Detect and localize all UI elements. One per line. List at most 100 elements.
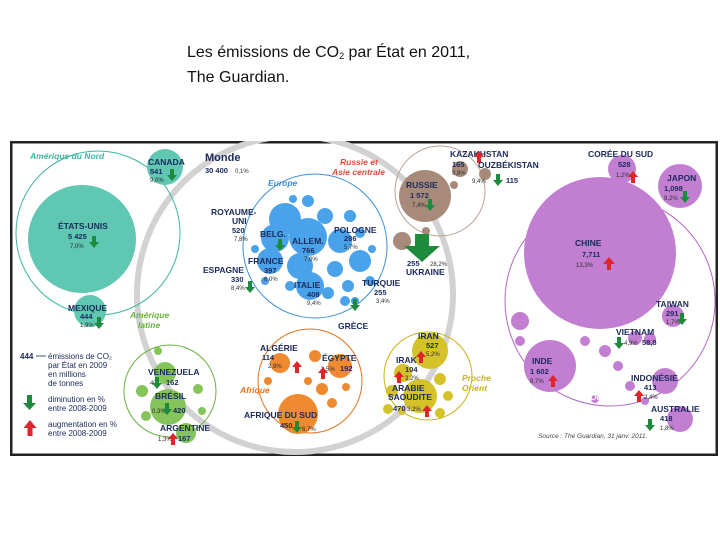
saudi-bubble xyxy=(403,379,437,413)
label-uk: ROYAUME- xyxy=(211,207,257,217)
russia-bubble xyxy=(399,170,451,222)
arrow-down-australia xyxy=(645,419,655,431)
value-iraq: 104 xyxy=(405,365,418,374)
legend-line-4: de tonnes xyxy=(48,379,83,388)
legend-line-3: en millions xyxy=(48,370,86,379)
label-russia: RUSSIE xyxy=(406,180,438,190)
pct-russia: 7,4% xyxy=(412,203,426,209)
pct-uzbekistan: 9,4% xyxy=(472,179,486,185)
label-australia: AUSTRALIE xyxy=(651,404,700,414)
indonesia-bubble xyxy=(652,368,678,394)
label-iraq: IRAK xyxy=(396,355,418,365)
south-africa-bubble xyxy=(278,394,318,434)
label-vietnam: VIETNAM xyxy=(616,327,654,337)
japan-bubble xyxy=(658,164,702,208)
value-india: 1 602 xyxy=(530,367,549,376)
caption-line-2: The Guardian. xyxy=(187,69,290,86)
arrow-up-algeria xyxy=(292,361,302,373)
arrow-down-south-africa xyxy=(292,421,302,433)
label-brazil: BRÉSIL xyxy=(155,391,186,401)
kazakhstan-bubble xyxy=(452,161,468,177)
region-north-america: Amérique du Nord xyxy=(29,151,105,161)
pct-south-korea: 1,2% xyxy=(616,173,630,179)
pct-iraq: 3,2% xyxy=(405,376,419,382)
small-russia-bubble-3 xyxy=(422,227,430,235)
label-japan: JAPON xyxy=(667,173,696,183)
value-saudi: 470 xyxy=(393,404,406,413)
value-russia: 1 572 xyxy=(410,191,429,200)
value-canada: 541 xyxy=(150,167,163,176)
pct-china: 13,3% xyxy=(576,263,594,269)
legend-arrow-up-icon xyxy=(23,420,37,436)
label-ukraine: UKRAINE xyxy=(406,267,445,277)
india-bubble xyxy=(524,340,576,392)
label-turkey: TURQUIE xyxy=(362,278,401,288)
pct-indonesia: 2,4% xyxy=(644,395,658,401)
arrow-down-canada xyxy=(167,169,177,181)
label-south-africa: AFRIQUE DU SUD xyxy=(244,410,317,420)
arrow-down-greece xyxy=(350,299,360,311)
label-france: FRANCE xyxy=(248,256,284,266)
label-venezuela: VENEZUELA xyxy=(148,367,199,377)
value-kazakhstan: 165 xyxy=(452,160,465,169)
region-asia-2: Océanie xyxy=(590,392,623,402)
value-vietnam: 58,8 xyxy=(642,338,657,347)
pct-mexico: 1,9% xyxy=(80,323,94,329)
value-mexico: 444 xyxy=(80,312,93,321)
label-saudi: ARABIE xyxy=(392,383,425,393)
legend: 444 émissions de CO₂ par État en 2009 en… xyxy=(20,352,117,438)
value-china: 7,711 xyxy=(582,250,600,259)
arrow-up-south-korea xyxy=(628,171,638,183)
legend-up-1: augmentation en % xyxy=(48,420,117,429)
pct-saudi: 3,2% xyxy=(407,407,421,413)
arrow-up-indonesia xyxy=(634,390,644,402)
russia-ring xyxy=(394,145,486,237)
region-middle-east-2: Orient xyxy=(462,383,488,393)
usa-bubble xyxy=(28,185,136,293)
arrow-down-venezuela xyxy=(152,377,162,389)
pct-usa: 7,0% xyxy=(70,244,84,250)
pct-australia: 1,8% xyxy=(660,426,674,432)
pct-kazakhstan: 9,8% xyxy=(452,171,466,177)
label-argentina: ARGENTINE xyxy=(160,423,210,433)
co2-bubble-map: Amérique du Nord CANADA 541 9,0% ÉTATS-U… xyxy=(10,141,718,456)
pct-uk: 7,8% xyxy=(234,237,248,243)
legend-down-2: entre 2008-2009 xyxy=(48,404,107,413)
legend-arrow-down-icon xyxy=(23,395,36,410)
value-argentina: 167 xyxy=(178,434,191,443)
pct-egypt: 3,5% xyxy=(321,367,335,373)
region-middle-east-1: Proche xyxy=(462,373,491,383)
label-indonesia: INDONÉSIE xyxy=(631,373,678,383)
arrow-down-usa xyxy=(89,236,99,248)
arrow-up-kazakhstan xyxy=(474,151,484,163)
small-russia-bubble-2 xyxy=(450,181,458,189)
arrow-down-mexico xyxy=(94,317,104,329)
label-south-korea: CORÉE DU SUD xyxy=(588,149,653,159)
label-germany: ALLEM. xyxy=(292,236,324,246)
venezuela-bubble xyxy=(154,362,176,384)
label-italy: ITALIE xyxy=(294,280,321,290)
region-russia-2: Asie centrale xyxy=(331,167,385,177)
taiwan-bubble xyxy=(662,305,684,327)
bubble-map-svg: Amérique du Nord CANADA 541 9,0% ÉTATS-U… xyxy=(10,141,718,456)
arrow-up-india xyxy=(548,375,558,387)
algeria-bubble xyxy=(270,353,290,373)
pct-south-africa: 6,7% xyxy=(302,427,316,433)
region-latin-america-2: latine xyxy=(138,320,160,330)
label-algeria: ALGÉRIE xyxy=(260,343,298,353)
label-usa: ÉTATS-UNIS xyxy=(58,221,108,231)
arrow-down-taiwan xyxy=(677,313,687,325)
pct-algeria: 2,9% xyxy=(268,364,282,370)
label-canada: CANADA xyxy=(148,157,185,167)
label-iran: IRAN xyxy=(418,331,439,341)
value-japan: 1,098 xyxy=(664,184,683,193)
pct-germany: 7,0% xyxy=(304,257,318,263)
middle-east-small-bubbles xyxy=(383,373,453,418)
pct-vietnam: 4,9% xyxy=(624,341,638,347)
arrow-up-saudi xyxy=(422,405,432,417)
value-italy: 408 xyxy=(307,290,320,299)
caption: Les émissions de CO2 par État en 2011, T… xyxy=(187,42,470,88)
arrow-down-vietnam xyxy=(614,337,624,349)
australia-bubble xyxy=(667,406,693,432)
region-russia-1: Russie et xyxy=(340,157,379,167)
